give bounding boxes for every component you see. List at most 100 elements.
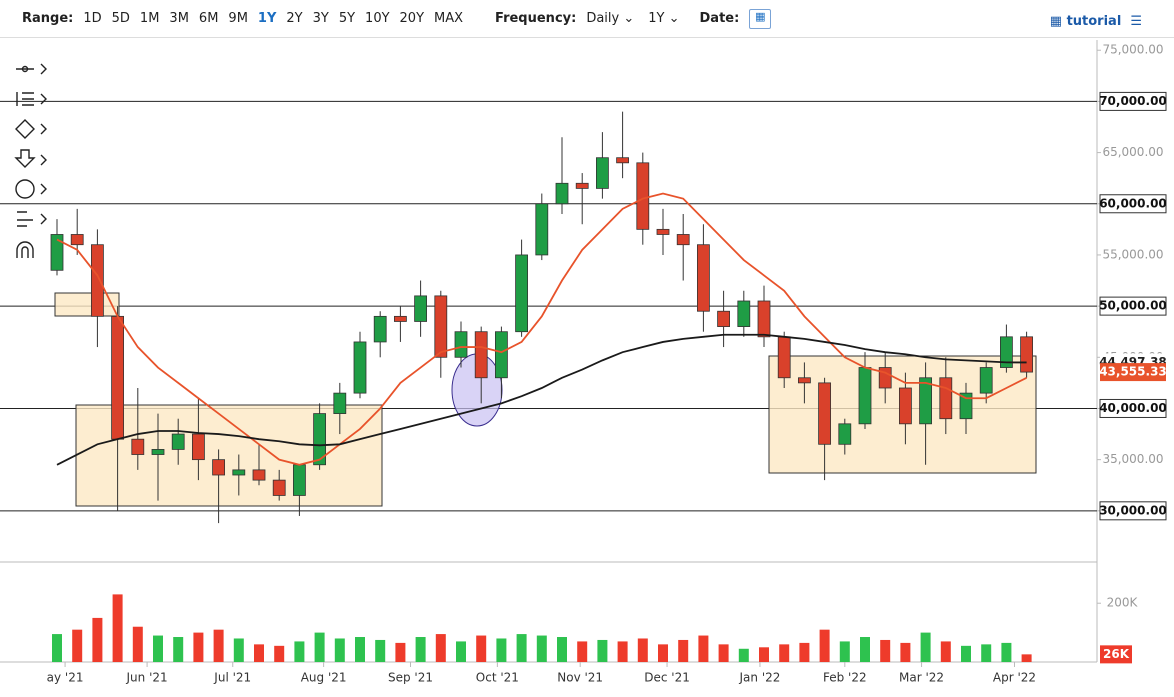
candle-body [777,336,791,379]
volume-bar [860,637,870,662]
volume-bar [375,639,386,662]
range-button[interactable]: 5D [111,11,130,26]
candle-body [353,341,367,394]
volume-bar [435,634,446,662]
range-buttons: 1D 5D 1M 3M 6M 9M 1Y 2Y 3Y 5Y 10Y 20Y MAX [83,11,473,26]
candle-body [191,433,205,461]
x-tick-label: Apr '22 [993,671,1036,685]
volume-bar [254,644,264,662]
volume-bar [132,626,143,662]
date-button[interactable]: ▦ [749,8,772,29]
moving-average [56,192,1028,466]
y-tick-label: 60,000.00 [1099,196,1167,210]
price-label-box [1100,363,1166,382]
volume-tick-label: 200K [1107,596,1139,610]
frequency-value[interactable]: Daily [586,11,620,26]
y-label-box [1099,296,1167,316]
frequency-select[interactable]: Daily ⌄ [586,11,635,26]
volume-bar [1021,654,1032,662]
volume-bar [496,638,507,662]
candle-body [171,433,185,450]
volume-bar [557,637,567,662]
volume-bar [880,639,891,662]
last-volume-label: 26K [1103,647,1130,661]
x-tick-label: Nov '21 [557,671,603,685]
range-button[interactable]: 10Y [365,11,390,26]
candle-body [414,295,428,322]
candle-body [272,479,286,496]
range-button[interactable]: 1D [83,11,102,26]
volume-bar [274,645,285,662]
candle-body [656,228,670,235]
volume-bar [920,632,931,662]
volume-bar [597,639,608,662]
candle-body [555,182,569,205]
volume-bar [153,635,163,662]
drawn-shapes [54,292,1037,507]
candle-body [878,367,892,389]
x-tick-label: Mar '22 [899,671,944,685]
y-label-box [1099,91,1167,111]
x-tick-label: Jul '21 [213,671,251,685]
x-tick-label: ay '21 [47,671,84,685]
period-value[interactable]: 1Y [648,11,665,26]
candle-body [919,377,932,425]
volume-label-box [1100,645,1132,664]
y-label-box [1099,398,1167,418]
volume-bar [516,634,527,662]
range-button[interactable]: 9M [228,11,248,26]
volume-bar [637,638,648,662]
candle-body [676,234,690,246]
candle-body [939,377,953,420]
candle-body [313,413,327,466]
toolbar: Range: 1D 5D 1M 3M 6M 9M 1Y 2Y 3Y 5Y 10Y 20Y MAX Fre… [0,0,1174,38]
candle-body [636,162,650,230]
volume-bar [314,632,325,662]
volume-bar [839,641,850,662]
range-button[interactable]: 1Y [257,11,277,26]
period-select[interactable]: 1Y ⌄ [648,11,680,26]
candle-body [535,203,549,256]
range-button[interactable]: 6M [198,11,219,26]
volume-bar [759,647,769,662]
range-button[interactable]: 2Y [286,11,303,26]
volume-bar [698,635,709,662]
candle-body [575,182,589,189]
candle-body [373,315,387,343]
candle-body [131,438,145,455]
y-tick-label: 75,000.00 [1102,43,1163,57]
candle-body [91,244,104,317]
volume-bar [334,638,345,662]
range-button[interactable]: 3M [169,11,189,26]
volume-bar [940,641,951,662]
volume-bar [658,644,668,662]
volume-bar [617,641,628,662]
frame [0,40,1098,663]
volume-bar [678,639,689,662]
candle-body [212,459,226,476]
volume-bar [577,641,588,662]
candle-body [494,331,508,379]
x-tick-label: Sep '21 [388,671,433,685]
range-button[interactable]: 1M [139,11,160,26]
volume-bar [72,629,83,662]
range-label: Range: [22,11,74,26]
volume-bar [395,642,406,662]
range-button[interactable]: 3Y [312,11,329,26]
candle-body [515,254,528,333]
volume-bar [1001,642,1012,662]
range-button[interactable]: 5Y [338,11,356,26]
date-label: Date: [699,11,740,26]
candle-body [151,449,165,455]
range-button[interactable]: MAX [434,11,464,26]
candle-body [252,469,266,481]
tutorial-link[interactable]: ▦ tutorial ☰ [1049,14,1142,29]
range-button[interactable]: 20Y [399,11,425,26]
x-tick-label: Oct '21 [476,671,519,685]
candle-body [1000,336,1013,368]
y-label-box [1099,194,1167,214]
tutorial-text[interactable]: tutorial [1066,14,1122,29]
last-price-label: 43,555.33 [1099,365,1167,379]
y-tick-label: 35,000.00 [1102,452,1163,466]
